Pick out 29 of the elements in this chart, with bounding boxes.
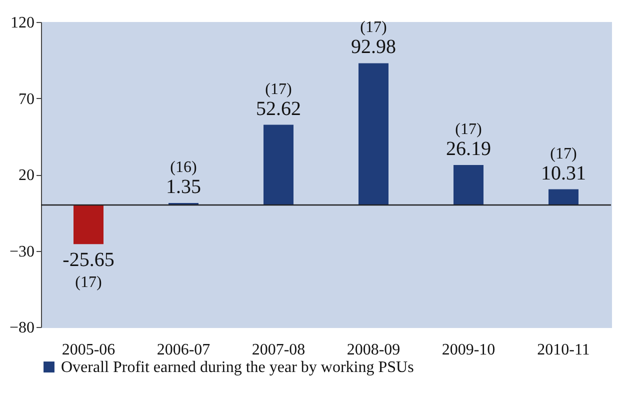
y-tick-label: −30 <box>9 243 34 260</box>
y-tick-label: 120 <box>10 14 34 32</box>
y-tick-label: −80 <box>9 320 34 336</box>
bar <box>358 63 388 205</box>
annotation: (17) <box>360 19 387 36</box>
x-tick-label: 2008-09 <box>346 342 400 358</box>
annotation: (17) <box>265 80 292 98</box>
x-tick-label: 2007-08 <box>252 342 306 358</box>
data-label: -25.65 <box>62 249 114 272</box>
data-label: 92.98 <box>351 36 396 58</box>
annotation: (16) <box>170 158 197 176</box>
bar <box>264 124 294 205</box>
bar <box>548 189 578 205</box>
x-tick-label: 2006-07 <box>156 342 210 358</box>
x-tick-label: 2010-11 <box>537 342 590 358</box>
bar <box>74 205 104 244</box>
legend-label: Overall Profit earned during the year by working PSUs <box>61 359 414 376</box>
y-tick-label: 20 <box>18 167 34 184</box>
data-label: 10.31 <box>541 162 586 184</box>
x-tick-label: 2005-06 <box>62 342 116 358</box>
annotation: (17) <box>75 274 102 292</box>
x-tick-label: 2009-10 <box>442 342 496 358</box>
annotation: (17) <box>550 145 577 162</box>
data-label: 26.19 <box>446 138 491 160</box>
annotation: (17) <box>455 121 482 138</box>
bar <box>454 165 484 205</box>
data-label: 1.35 <box>166 176 201 198</box>
y-tick-label: 70 <box>18 90 34 108</box>
data-label: 52.62 <box>256 98 301 120</box>
